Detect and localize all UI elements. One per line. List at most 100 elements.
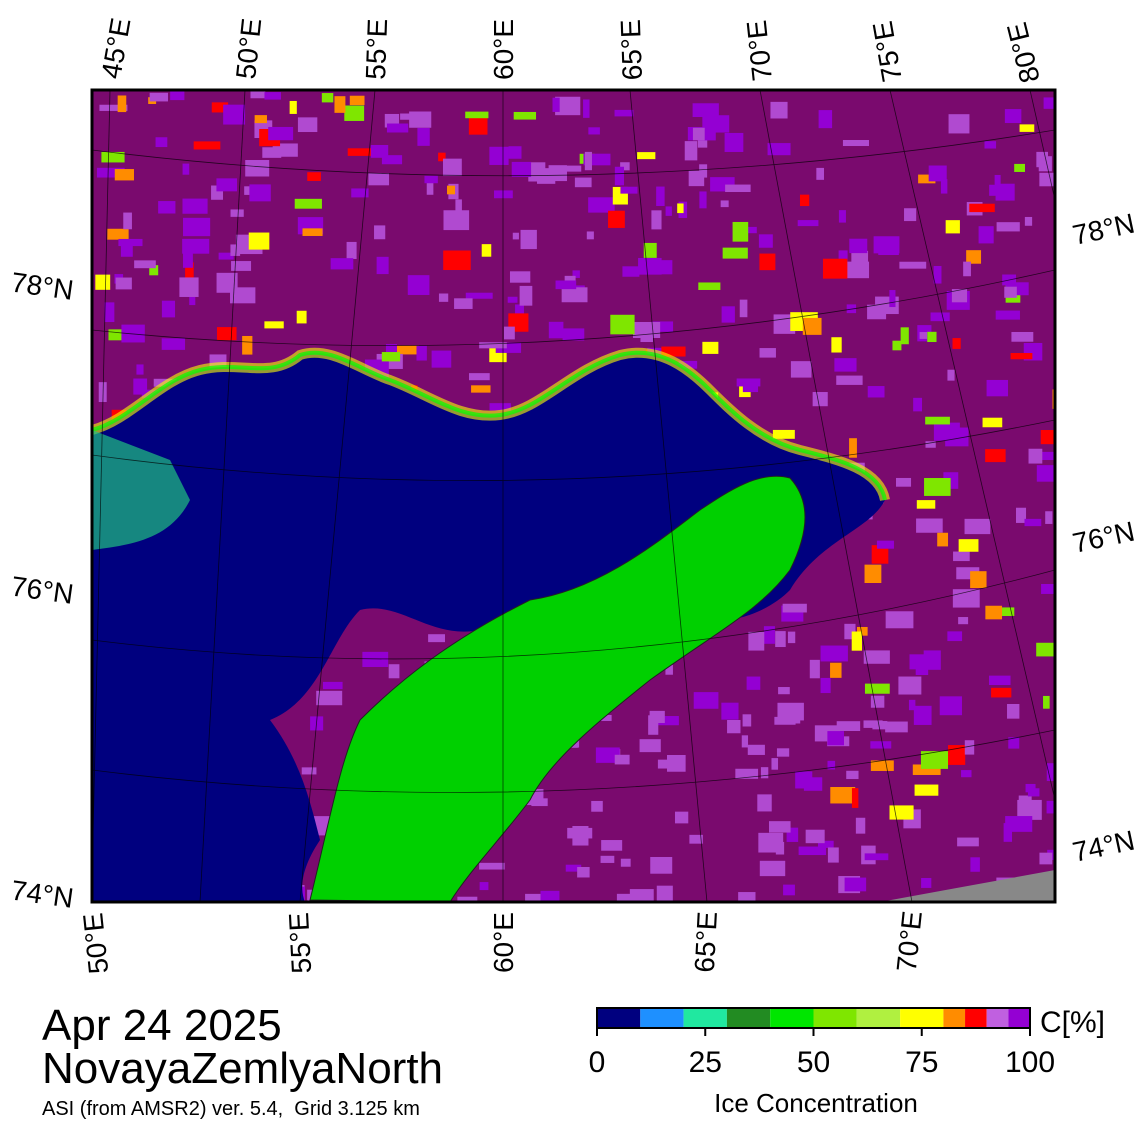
ice-cell [870, 760, 894, 771]
ice-cell [790, 361, 812, 378]
ice-cell [885, 611, 914, 629]
ice-cell [136, 364, 144, 375]
ice-cell [989, 184, 1001, 196]
graticule-label: 78°N [1070, 208, 1138, 251]
ice-cell [760, 767, 769, 779]
ice-cell [961, 770, 972, 778]
ice-cell [844, 877, 867, 892]
ice-cell [465, 292, 493, 299]
ice-cell [1011, 331, 1034, 342]
ice-cell [871, 545, 889, 564]
ice-cell [984, 141, 997, 149]
ice-cell [952, 338, 961, 349]
ice-cell [96, 167, 125, 178]
ice-cell [724, 132, 744, 152]
ice-cell [121, 324, 145, 343]
ice-cell [349, 95, 365, 106]
ice-cell [648, 715, 659, 735]
ice-cell [920, 751, 949, 769]
ice-cell [120, 240, 133, 257]
ice-edge-inner [92, 350, 887, 501]
ice-cell [586, 231, 594, 240]
ice-cell [457, 896, 478, 902]
ice-cell [827, 731, 845, 746]
graticule-label: 45°E [95, 16, 136, 81]
ice-cell [376, 256, 389, 275]
ice-cell [855, 817, 866, 834]
ice-cell [982, 417, 1003, 428]
graticule-label: 50°E [230, 17, 267, 81]
ice-cell [913, 705, 932, 725]
ice-cell [743, 226, 757, 234]
ice-cell [830, 662, 842, 678]
ice-cell [431, 350, 452, 368]
ice-cell [692, 127, 705, 141]
ice-cell [758, 832, 784, 853]
ice-cell [914, 784, 939, 796]
ice-cell [846, 304, 857, 314]
ice-cell [381, 352, 401, 362]
ice-cell [849, 238, 868, 254]
ice-cell [834, 358, 857, 372]
ice-cell [838, 250, 848, 263]
ice-cell [964, 740, 975, 755]
ice-cell [182, 238, 210, 254]
ice-cell [889, 805, 914, 820]
ice-cell [489, 403, 511, 411]
ice-cell [334, 96, 346, 113]
ice-cell [216, 327, 237, 341]
ice-cell [816, 167, 825, 180]
ice-cell [916, 500, 936, 509]
ice-cell [1054, 209, 1055, 226]
ice-cell [218, 252, 234, 260]
map-frame [90, 88, 1057, 904]
ice-cell [867, 386, 885, 398]
ice-cell [520, 229, 537, 250]
graticule-label: 76°N [1070, 516, 1138, 559]
ice-cell [108, 329, 130, 341]
ice-cell [577, 866, 590, 878]
graticule-label: 55°E [283, 912, 317, 975]
ice-cell [805, 829, 825, 844]
ice-cell [567, 827, 593, 839]
ice-cell [864, 683, 890, 694]
ice-cell [693, 692, 719, 709]
land-mask [880, 870, 1055, 902]
ice-cell [242, 335, 253, 355]
graticule-label: 80°E [1001, 19, 1046, 86]
colorbar-tick-label: 50 [797, 1046, 830, 1079]
ice-cell [182, 163, 190, 175]
ice-cell [925, 416, 950, 425]
ice-cell [495, 342, 522, 353]
colorbar-bin [943, 1008, 966, 1028]
ice-cell [863, 650, 890, 664]
ice-cell [1019, 124, 1035, 132]
ice-cell [515, 304, 524, 315]
ice-cell [721, 702, 739, 720]
colorbar-label: Ice Concentration [714, 1088, 918, 1118]
ice-cell [1010, 353, 1033, 360]
ice-cell [344, 105, 365, 121]
ice-cell [193, 141, 221, 150]
ice-cell [689, 834, 703, 844]
ice-cell [985, 605, 1003, 620]
ice-cell [114, 169, 134, 181]
ice-cell [443, 210, 470, 231]
ice-cell [381, 155, 403, 165]
ice-cell [656, 885, 673, 902]
ice-cell [657, 759, 683, 769]
ice-cell [428, 634, 445, 643]
colorbar-bin [726, 1008, 771, 1028]
ice-cell [722, 247, 748, 259]
ice-cell [407, 275, 430, 295]
ice-cell [465, 111, 489, 119]
ice-cell [534, 166, 544, 174]
ice-cell [155, 137, 168, 148]
colorbar-bin [813, 1008, 857, 1028]
ice-cell [851, 631, 862, 651]
ice-cell [1041, 583, 1055, 594]
ice-cell [674, 811, 689, 824]
ice-cell [599, 714, 612, 721]
ice-cell [552, 97, 560, 112]
